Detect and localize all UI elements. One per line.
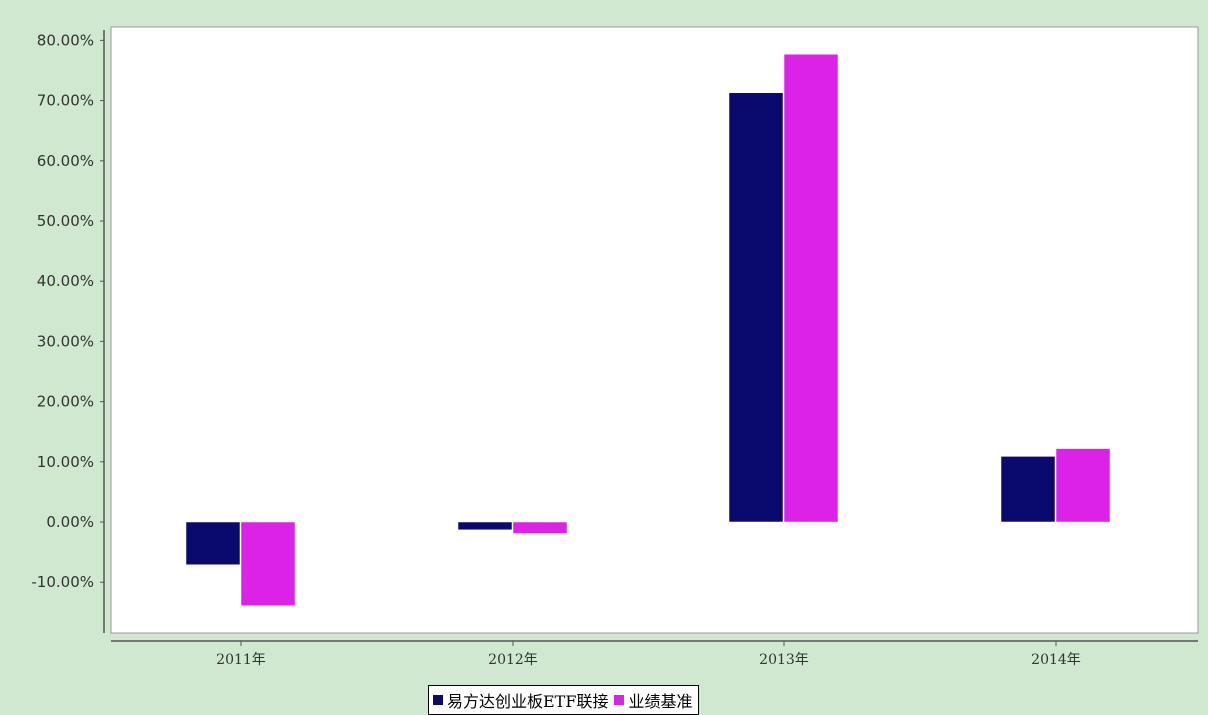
- bar-benchmark: [512, 521, 568, 534]
- y-axis: -10.00% 0.00% 10.00% 20.00% 30.00% 40.00% 50.0…: [31, 30, 105, 633]
- legend-item-fund: 易方达创业板ETF联接: [433, 688, 608, 712]
- bar-benchmark: [783, 53, 839, 523]
- y-tick-label: 20.00%: [37, 393, 94, 411]
- y-tick-label: 0.00%: [46, 513, 94, 531]
- y-tick-label: 70.00%: [37, 92, 94, 110]
- bar-fund: [185, 521, 241, 565]
- y-tick-label: 10.00%: [37, 453, 94, 471]
- x-tick-label: 2013年: [759, 652, 809, 668]
- legend: 易方达创业板ETF联接 业绩基准: [428, 685, 700, 715]
- y-tick-label: 60.00%: [37, 152, 94, 170]
- y-tick-label: 40.00%: [37, 272, 94, 290]
- legend-item-benchmark: 业绩基准: [614, 688, 692, 712]
- y-tick-label: -10.00%: [31, 573, 94, 591]
- bar-benchmark: [1055, 448, 1111, 523]
- x-tick-label: 2014年: [1031, 652, 1081, 668]
- x-axis: 2011年 2012年 2013年 2014年: [111, 640, 1198, 668]
- y-tick-label: 80.00%: [37, 31, 94, 49]
- x-tick-label: 2012年: [488, 652, 538, 668]
- legend-label-fund: 易方达创业板ETF联接: [447, 692, 609, 711]
- y-tick-label: 50.00%: [37, 212, 94, 230]
- bar-benchmark: [240, 521, 296, 606]
- bars: [185, 53, 1111, 606]
- y-tick-label: 30.00%: [37, 332, 94, 350]
- bar-fund: [1000, 456, 1056, 523]
- legend-label-benchmark: 业绩基准: [628, 692, 693, 711]
- x-tick-label: 2011年: [216, 652, 266, 668]
- bar-fund: [457, 521, 513, 531]
- legend-swatch-fund: [433, 695, 443, 705]
- bar-fund: [728, 92, 784, 523]
- legend-swatch-benchmark: [614, 695, 625, 705]
